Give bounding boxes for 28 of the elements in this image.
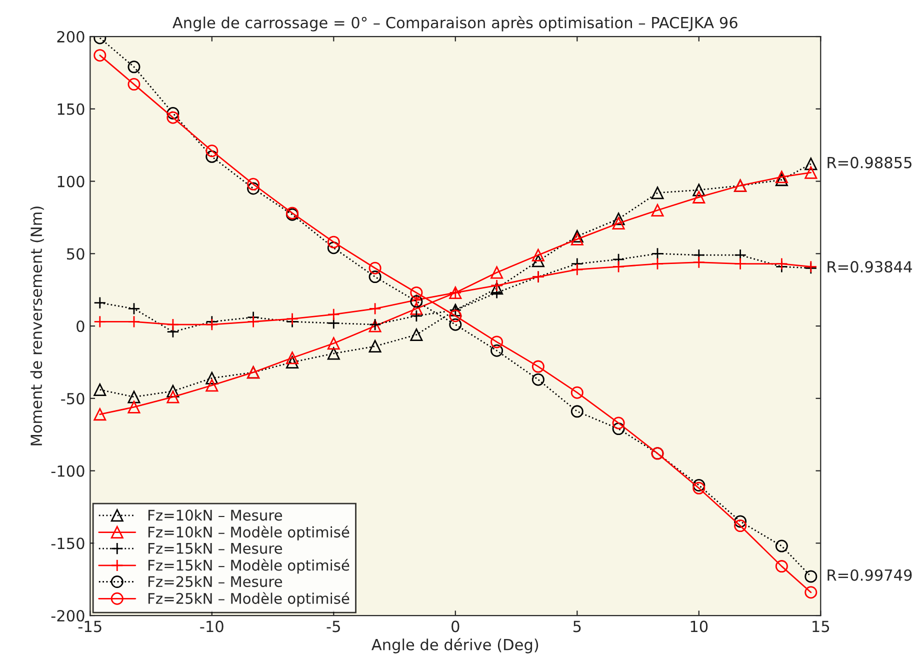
y-tick-label: -50: [61, 392, 84, 404]
legend-label: Fz=25kN – Modèle optimisé: [148, 592, 350, 607]
x-axis-title: Angle de dérive (Deg): [372, 638, 538, 654]
x-tick-label: 0: [452, 620, 460, 632]
y-tick-label: 50: [67, 248, 84, 260]
chart-title: Angle de carrossage = 0° – Comparaison après optimisation – PACEJKA 96: [172, 16, 738, 32]
legend-label: Fz=15kN – Mesure: [148, 542, 282, 554]
y-axis-title: Moment de renversement (Nm): [30, 206, 44, 446]
y-tick-label: -150: [51, 538, 84, 550]
y-tick-label: 100: [58, 176, 84, 188]
x-tick-label: 15: [812, 620, 830, 632]
legend-label: Fz=10kN – Mesure: [148, 509, 282, 521]
legend-label: Fz=15kN – Modèle optimisé: [148, 558, 350, 574]
y-tick-label: 150: [58, 103, 84, 115]
legend-label: Fz=10kN – Modèle optimisé: [148, 526, 350, 540]
x-tick-label: 10: [690, 620, 708, 632]
x-tick-label: -5: [326, 620, 340, 632]
y-tick-label: 200: [57, 30, 84, 43]
x-tick-label: -10: [200, 620, 224, 632]
y-tick-label: -200: [51, 610, 84, 622]
legend-label: Fz=25kN – Mesure: [148, 576, 282, 588]
text: R=0.99749: [828, 569, 912, 581]
y-tick-label: -100: [51, 465, 84, 477]
y-tick-label: 0: [76, 320, 84, 332]
text: R=0.98855: [828, 156, 912, 168]
x-tick-label: 5: [573, 620, 581, 632]
text: R=0.93844: [828, 261, 912, 273]
x-tick-label: -15: [78, 620, 102, 632]
